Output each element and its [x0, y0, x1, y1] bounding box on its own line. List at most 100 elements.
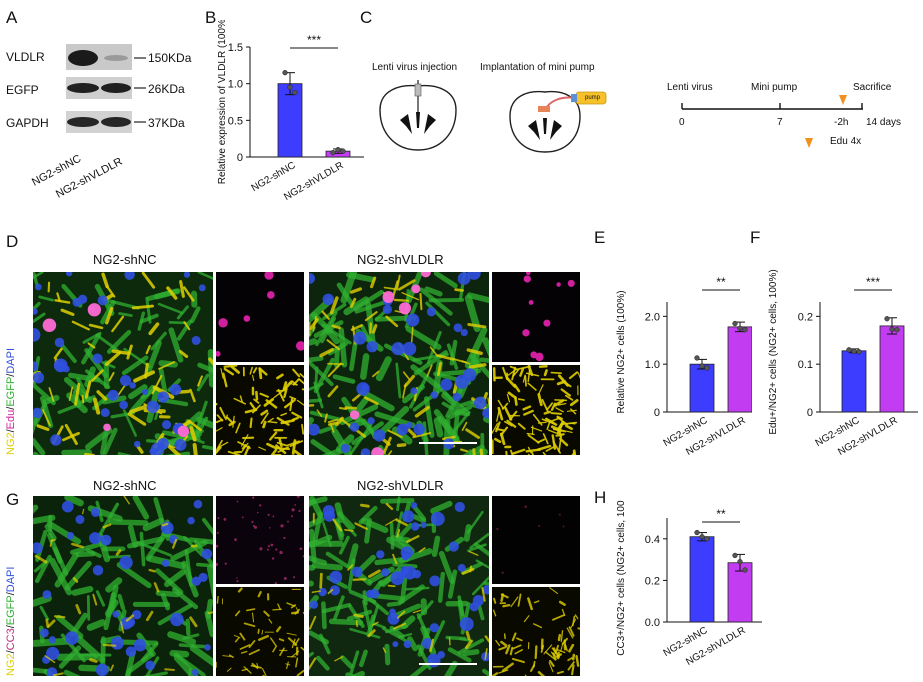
ng2-signal	[550, 402, 557, 411]
egfp-fiber	[347, 543, 359, 569]
egfp-fiber	[471, 576, 489, 596]
ng2-signal	[571, 451, 576, 455]
ng2-process	[74, 382, 81, 406]
ng2-process	[309, 615, 317, 630]
ng2-signal	[492, 609, 497, 617]
ng2-signal	[532, 660, 536, 668]
edu-nucleus	[567, 279, 575, 287]
cc3-signal	[257, 511, 259, 514]
ng2-signal	[544, 651, 556, 660]
egfp-fiber	[118, 312, 133, 317]
dapi-nucleus	[124, 272, 135, 280]
ng2-signal	[234, 610, 241, 617]
ng2-signal	[260, 412, 269, 425]
ng2-signal	[509, 410, 518, 421]
ng2-signal	[555, 407, 564, 413]
egfp-fiber	[424, 286, 443, 297]
y-tick-label: 0	[654, 407, 660, 419]
data-point	[856, 349, 862, 355]
dapi-nucleus	[141, 388, 149, 396]
dapi-nucleus	[457, 564, 466, 572]
dapi-nucleus	[322, 293, 335, 306]
ng2-process	[89, 658, 98, 663]
dapi-nucleus	[157, 391, 170, 403]
ng2-process	[466, 348, 483, 356]
ng2-signal	[298, 378, 304, 385]
ng2-signal	[566, 409, 577, 412]
cc3-signal	[558, 513, 561, 516]
egfp-fiber	[433, 272, 458, 289]
dapi-nucleus	[110, 636, 124, 650]
egfp-fiber	[63, 669, 81, 676]
egfp-fiber	[407, 636, 418, 652]
ng2-signal	[542, 433, 549, 445]
dapi-nucleus	[46, 646, 60, 661]
egfp-fiber	[405, 325, 442, 350]
edu-nucleus	[264, 272, 274, 280]
egfp-fiber	[353, 396, 369, 415]
egfp-fiber	[104, 599, 119, 618]
egfp-fiber	[160, 592, 171, 611]
ng2-signal	[524, 674, 527, 676]
ng2-signal	[277, 388, 285, 402]
egfp-fiber	[101, 361, 116, 369]
egfp-fiber	[325, 327, 340, 345]
ng2-process	[360, 503, 370, 508]
egfp-fiber	[170, 539, 208, 562]
ng2-signal	[557, 633, 562, 642]
ng2-process	[468, 363, 487, 369]
dapi-nucleus	[132, 609, 142, 620]
dapi-nucleus	[430, 391, 439, 399]
ng2-signal	[575, 655, 580, 667]
ng2-process	[316, 409, 323, 417]
cc3-signal	[299, 547, 303, 551]
egfp-fiber	[309, 534, 333, 548]
micrograph-background	[216, 587, 304, 676]
panel-letter-f: F	[750, 228, 761, 247]
cc3-signal	[234, 538, 237, 541]
ng2-process	[321, 310, 330, 320]
egfp-fiber	[423, 396, 435, 438]
ng2-signal	[251, 612, 255, 623]
ng2-process	[52, 672, 64, 676]
dapi-nucleus	[54, 337, 65, 348]
dapi-nucleus	[323, 510, 336, 522]
ng2-signal	[526, 432, 535, 435]
ng2-process	[398, 279, 416, 291]
egfp-fiber	[475, 559, 489, 569]
ng2-signal	[246, 608, 256, 612]
ng2-process	[429, 638, 435, 653]
ng2-signal	[560, 388, 571, 397]
dapi-nucleus	[410, 387, 418, 395]
edu-nucleus	[543, 319, 551, 327]
egfp-fiber	[132, 496, 150, 520]
ng2-process	[344, 528, 354, 532]
edu-nucleus	[535, 352, 544, 362]
ng2-signal	[239, 632, 246, 641]
ng2-process	[92, 593, 98, 606]
dapi-nucleus	[392, 641, 399, 648]
ng2-process	[402, 383, 407, 399]
ng2-signal	[560, 630, 564, 642]
ng2-process	[92, 397, 101, 415]
egfp-fiber	[64, 496, 84, 507]
ng2-process	[120, 621, 125, 634]
ng2-process	[327, 385, 339, 398]
ng2-signal	[258, 446, 267, 451]
cc3-signal	[224, 562, 227, 565]
ng2-signal	[519, 367, 525, 377]
dapi-nucleus	[482, 407, 489, 419]
label-mini-pump-implant: Implantation of mini pump	[480, 62, 595, 73]
micrograph-d-shnc-edu	[216, 272, 304, 362]
micrograph-background	[216, 496, 304, 584]
dapi-nucleus	[33, 371, 45, 384]
ng2-process	[332, 518, 343, 532]
cc3-signal	[259, 547, 263, 551]
egfp-fiber	[205, 598, 213, 620]
egfp-fiber	[33, 559, 49, 573]
panel-g-stain-label: NG2/CC3/EGFP/DAPI	[5, 566, 17, 676]
y-tick-label: 0	[807, 407, 813, 419]
ng2-process	[158, 361, 176, 370]
dapi-nucleus	[100, 408, 110, 418]
ng2-process	[355, 620, 359, 628]
